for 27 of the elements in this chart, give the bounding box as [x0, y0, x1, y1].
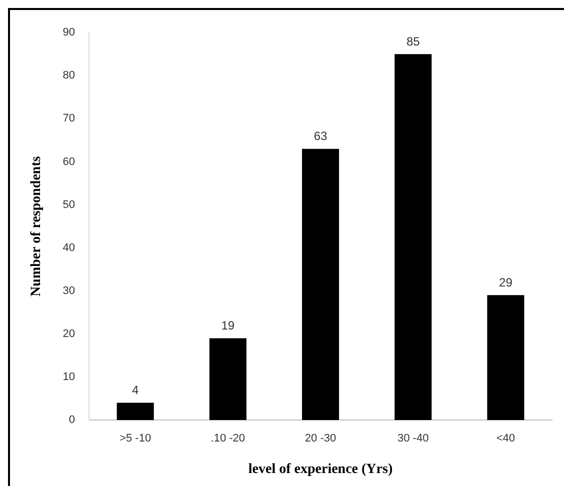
x-tick-label: >5 -10	[120, 432, 152, 445]
data-label: 4	[132, 383, 139, 398]
y-tick-label: 80	[62, 70, 76, 82]
y-tick-label: 30	[62, 284, 76, 297]
x-tick-label: 20 -30	[304, 432, 336, 445]
y-axis-title: Number of respondents	[29, 156, 44, 296]
data-label: 85	[406, 34, 420, 48]
x-tick-label: <40	[496, 432, 516, 445]
bar	[487, 295, 524, 420]
y-tick-label: 70	[62, 112, 76, 125]
bar	[116, 402, 154, 420]
data-label: 29	[499, 275, 513, 290]
bar	[209, 338, 246, 420]
bar	[394, 54, 432, 420]
bar	[302, 148, 340, 420]
y-tick-label: 0	[68, 414, 76, 426]
y-tick-label: 40	[62, 242, 76, 254]
data-label: 19	[221, 318, 235, 333]
data-label: 63	[314, 129, 328, 144]
y-tick-label: 50	[62, 198, 76, 211]
x-axis-title: level of experience (Yrs)	[248, 462, 393, 478]
x-tick-label: .10 -20	[210, 432, 246, 445]
y-tick-label: 10	[62, 370, 76, 383]
y-tick-label: 60	[62, 156, 76, 168]
y-tick-label: 20	[62, 328, 76, 340]
y-tick-label: 90	[62, 26, 76, 39]
x-tick-label: 30 -40	[398, 432, 429, 445]
